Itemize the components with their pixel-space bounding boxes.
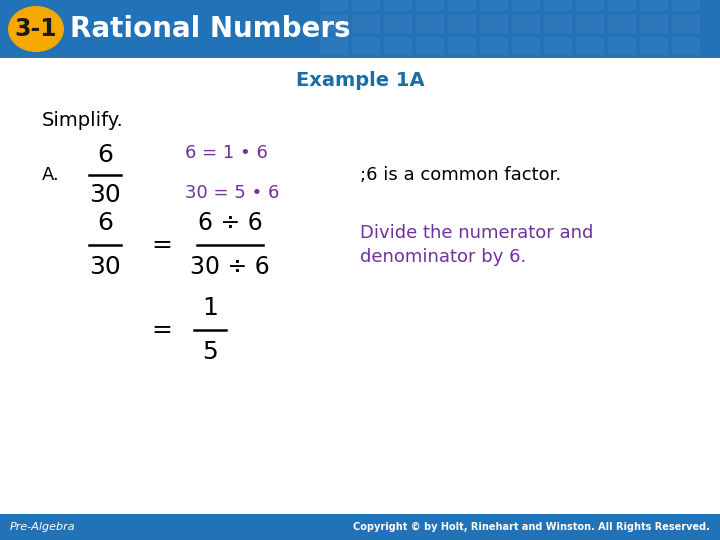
FancyBboxPatch shape — [416, 15, 444, 33]
FancyBboxPatch shape — [384, 15, 412, 33]
FancyBboxPatch shape — [352, 15, 380, 33]
FancyBboxPatch shape — [480, 0, 508, 11]
FancyBboxPatch shape — [608, 15, 636, 33]
FancyBboxPatch shape — [320, 0, 348, 11]
FancyBboxPatch shape — [448, 0, 476, 11]
Text: Example 1A: Example 1A — [296, 71, 424, 90]
Text: =: = — [152, 233, 172, 257]
FancyBboxPatch shape — [640, 0, 668, 11]
FancyBboxPatch shape — [448, 15, 476, 33]
Text: 30 = 5 • 6: 30 = 5 • 6 — [185, 184, 279, 202]
Bar — [0, 514, 720, 540]
FancyBboxPatch shape — [512, 0, 540, 11]
FancyBboxPatch shape — [512, 15, 540, 33]
Bar — [0, 0, 720, 58]
Ellipse shape — [8, 6, 64, 52]
FancyBboxPatch shape — [512, 37, 540, 55]
Text: Simplify.: Simplify. — [42, 111, 124, 130]
FancyBboxPatch shape — [480, 15, 508, 33]
Text: denominator by 6.: denominator by 6. — [360, 248, 526, 266]
FancyBboxPatch shape — [576, 15, 604, 33]
Text: 6 = 1 • 6: 6 = 1 • 6 — [185, 144, 268, 162]
FancyBboxPatch shape — [640, 37, 668, 55]
FancyBboxPatch shape — [544, 0, 572, 11]
Text: Copyright © by Holt, Rinehart and Winston. All Rights Reserved.: Copyright © by Holt, Rinehart and Winsto… — [353, 522, 710, 532]
Text: 3-1: 3-1 — [14, 17, 58, 41]
Text: ;6 is a common factor.: ;6 is a common factor. — [360, 166, 562, 184]
FancyBboxPatch shape — [672, 15, 700, 33]
Text: Pre-Algebra: Pre-Algebra — [10, 522, 76, 532]
FancyBboxPatch shape — [320, 15, 348, 33]
Text: A.: A. — [42, 166, 60, 184]
FancyBboxPatch shape — [320, 37, 348, 55]
FancyBboxPatch shape — [448, 37, 476, 55]
FancyBboxPatch shape — [384, 0, 412, 11]
FancyBboxPatch shape — [576, 0, 604, 11]
FancyBboxPatch shape — [416, 0, 444, 11]
Text: 6: 6 — [97, 143, 113, 167]
FancyBboxPatch shape — [416, 37, 444, 55]
Text: =: = — [152, 318, 172, 342]
FancyBboxPatch shape — [352, 0, 380, 11]
FancyBboxPatch shape — [544, 37, 572, 55]
FancyBboxPatch shape — [480, 37, 508, 55]
FancyBboxPatch shape — [352, 37, 380, 55]
FancyBboxPatch shape — [608, 37, 636, 55]
Text: 30 ÷ 6: 30 ÷ 6 — [190, 255, 270, 279]
FancyBboxPatch shape — [672, 37, 700, 55]
FancyBboxPatch shape — [384, 37, 412, 55]
Text: 30: 30 — [89, 255, 121, 279]
Text: Divide the numerator and: Divide the numerator and — [360, 224, 593, 242]
Text: 30: 30 — [89, 183, 121, 207]
FancyBboxPatch shape — [672, 0, 700, 11]
Text: 6: 6 — [97, 211, 113, 235]
FancyBboxPatch shape — [640, 15, 668, 33]
FancyBboxPatch shape — [576, 37, 604, 55]
Text: Rational Numbers: Rational Numbers — [70, 15, 351, 43]
Text: 1: 1 — [202, 296, 218, 320]
FancyBboxPatch shape — [544, 15, 572, 33]
Text: 5: 5 — [202, 340, 218, 364]
FancyBboxPatch shape — [608, 0, 636, 11]
Text: 6 ÷ 6: 6 ÷ 6 — [197, 211, 262, 235]
